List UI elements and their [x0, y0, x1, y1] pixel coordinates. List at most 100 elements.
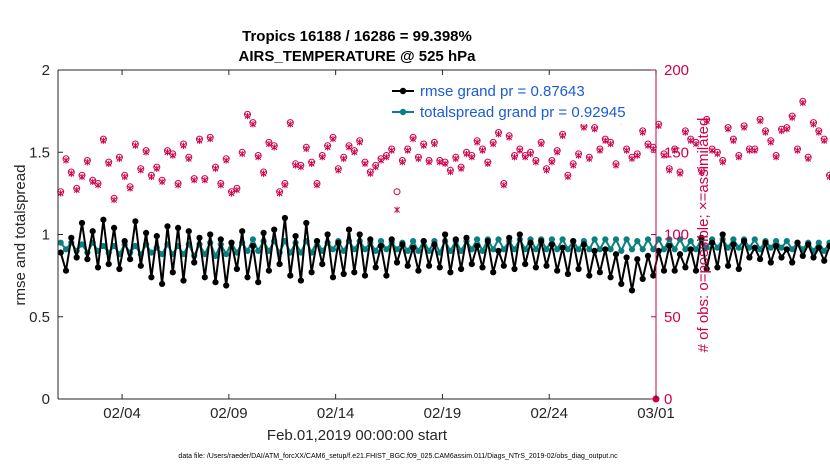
obs-assimilated-marker — [164, 149, 171, 156]
rmse-point — [393, 259, 401, 266]
obs-assimilated-marker — [191, 177, 198, 184]
obs-assimilated-marker — [297, 163, 304, 171]
rmse-point — [623, 254, 630, 261]
totalspread-point — [634, 238, 641, 245]
rmse-point — [249, 242, 256, 250]
obs-assimilated-marker — [100, 137, 107, 144]
totalspread-point — [57, 239, 64, 246]
rmse-point — [271, 226, 278, 233]
obs-assimilated-marker — [709, 147, 716, 154]
rmse-point — [735, 265, 742, 273]
totalspread-point — [676, 236, 684, 243]
totalspread-point — [575, 246, 582, 253]
obs-assimilated-marker — [308, 160, 315, 167]
obs-assimilated-marker — [794, 147, 801, 154]
totalspread-point — [244, 247, 251, 254]
rmse-point — [196, 234, 203, 241]
rmse-point — [426, 262, 433, 269]
obs-assimilated-marker — [815, 129, 822, 136]
obs-assimilated-marker — [613, 162, 619, 169]
obs-assimilated-marker — [495, 130, 502, 138]
rmse-point — [602, 246, 609, 253]
rmse-point — [388, 236, 395, 243]
obs-assimilated-marker — [180, 142, 187, 149]
totalspread-point — [655, 236, 662, 243]
totalspread-point — [223, 251, 230, 258]
rmse-point — [201, 274, 208, 281]
obs-assimilated-marker — [217, 181, 224, 189]
obs-assimilated-marker — [314, 181, 320, 189]
totalspread-point — [532, 246, 540, 253]
obs-assimilated-marker — [805, 155, 812, 163]
rmse-point — [367, 236, 374, 243]
obs-assimilated-marker — [596, 147, 603, 154]
obs-assimilated-marker — [522, 153, 529, 161]
obs-assimilated-marker — [548, 158, 555, 166]
obs-assimilated-marker — [516, 147, 523, 154]
rmse-point — [415, 267, 422, 274]
totalspread-point — [789, 246, 796, 253]
obs-assimilated-marker — [687, 137, 694, 144]
obs-assimilated-marker — [490, 140, 497, 148]
totalspread-point — [628, 246, 636, 253]
obs-assimilated-marker — [746, 147, 753, 154]
obs-assimilated-marker — [714, 150, 721, 158]
rmse-point — [255, 279, 262, 286]
rmse-point — [351, 269, 358, 276]
obs-assimilated-marker — [415, 155, 422, 163]
rmse-point — [527, 239, 534, 246]
totalspread-point — [644, 236, 652, 243]
obs-assimilated-marker — [693, 140, 699, 148]
rmse-point — [303, 219, 310, 227]
obs-assimilated-marker — [570, 162, 577, 169]
totalspread-point — [468, 246, 475, 253]
obs-assimilated-marker — [212, 165, 219, 172]
rmse-point — [639, 275, 646, 282]
rmse-point — [741, 238, 748, 245]
rmse-point — [62, 267, 70, 274]
rmse-point — [789, 259, 796, 266]
rmse-point — [516, 231, 523, 238]
totalspread-point — [612, 236, 620, 243]
rmse-point — [244, 274, 251, 281]
totalspread-point — [78, 241, 86, 248]
rmse-point — [751, 244, 758, 251]
rmse-point — [116, 265, 123, 273]
x-tick-label: 02/09 — [210, 405, 248, 422]
rmse-point — [308, 269, 315, 276]
rmse-point — [105, 261, 112, 268]
totalspread-point — [159, 251, 166, 258]
obs-assimilated-marker — [757, 117, 764, 125]
rmse-point — [714, 264, 721, 271]
rmse-point — [495, 247, 502, 254]
rmse-point — [634, 256, 641, 263]
obs-assimilated-marker — [677, 170, 683, 177]
totalspread-point — [62, 246, 70, 253]
rmse-point — [783, 246, 790, 253]
obs-assimilated-marker — [458, 165, 465, 172]
obs-assimilated-marker — [324, 144, 331, 151]
chart-title-line1: Tropics 16188 / 16286 = 99.398% — [242, 28, 472, 45]
right-y-tick-label: 50 — [664, 309, 681, 326]
obs-assimilated-marker — [335, 167, 342, 174]
obs-assimilated-marker — [127, 185, 134, 192]
obs-assimilated-marker — [655, 122, 662, 130]
obs-assimilated-marker — [196, 137, 203, 144]
rmse-point — [666, 242, 673, 250]
obs-assimilated-marker — [68, 170, 75, 177]
rmse-point — [223, 282, 230, 289]
totalspread-point — [458, 247, 465, 254]
totalspread-point — [372, 247, 379, 254]
rmse-point — [660, 267, 668, 274]
obs-assimilated-marker — [452, 155, 459, 163]
totalspread-point — [543, 246, 550, 253]
rmse-point — [94, 264, 102, 271]
obs-assimilated-marker — [319, 153, 326, 161]
obs-assimilated-marker — [367, 170, 374, 177]
obs-assimilated-marker — [330, 135, 336, 143]
obs-assimilated-marker — [287, 121, 294, 128]
obs-assimilated-marker — [410, 135, 417, 143]
totalspread-point — [100, 242, 107, 250]
obs-assimilated-marker — [543, 167, 550, 174]
rmse-point — [228, 239, 235, 246]
